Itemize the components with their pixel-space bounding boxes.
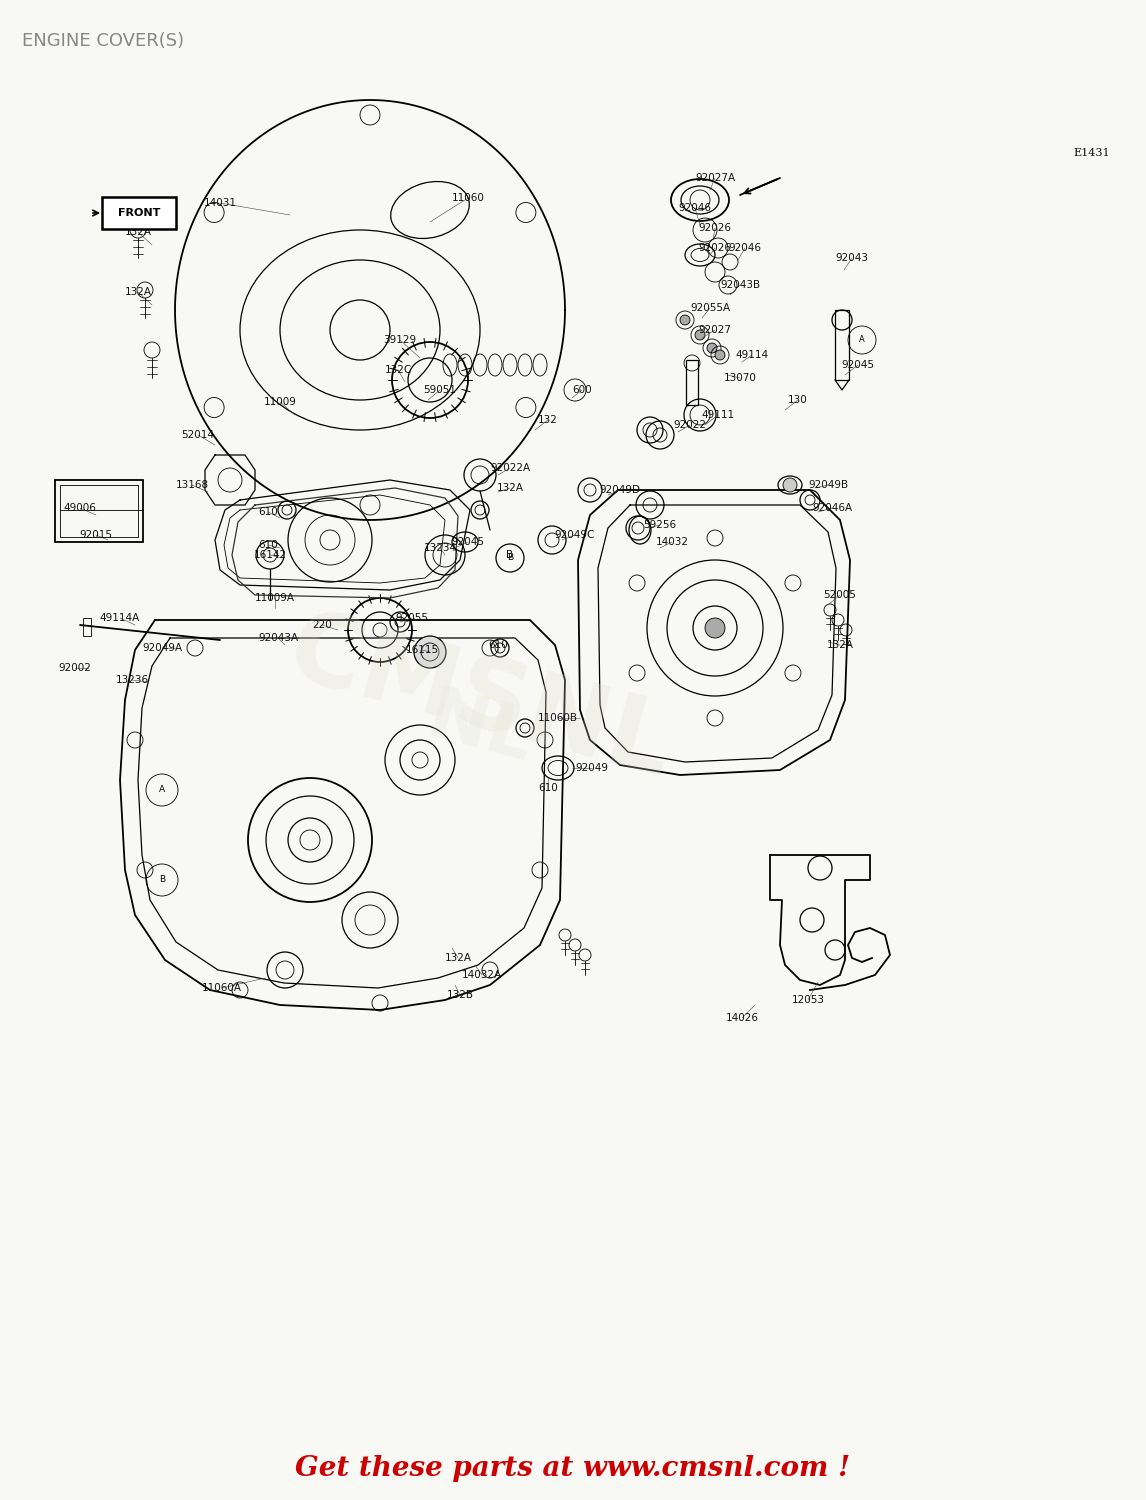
Text: 92046: 92046 [678,202,712,213]
Text: 13234: 13234 [423,543,456,554]
Text: 14031: 14031 [204,198,236,208]
Text: 610: 610 [488,640,508,650]
Text: 13236: 13236 [116,675,149,686]
Text: 11060B: 11060B [537,712,578,723]
Text: 11009: 11009 [264,398,297,406]
Text: A: A [159,786,165,795]
Text: FRONT: FRONT [118,209,160,218]
Bar [55,480,143,542]
Text: 130: 130 [788,394,808,405]
Text: 132B: 132B [447,990,473,1000]
Text: 92046: 92046 [729,243,761,254]
Bar [83,618,91,636]
Text: 220: 220 [312,620,332,630]
Text: 52005: 52005 [824,590,856,600]
Text: 92026: 92026 [699,224,731,232]
Text: 92049: 92049 [575,764,609,772]
Text: 92049A: 92049A [142,644,182,652]
Text: 49114: 49114 [736,350,769,360]
Text: 600: 600 [572,386,591,394]
Text: 92045: 92045 [841,360,874,370]
Text: 92043B: 92043B [720,280,760,290]
Text: 92046A: 92046A [811,503,853,513]
Circle shape [783,478,796,492]
Text: 92049C: 92049C [555,530,595,540]
Circle shape [680,315,690,326]
Circle shape [707,344,717,352]
Text: 610: 610 [539,783,558,794]
Text: A: A [860,336,865,345]
Text: CMSNL: CMSNL [278,603,682,798]
Bar [835,310,849,380]
Bar [60,484,138,537]
Text: 132C: 132C [384,364,411,375]
Text: 52014: 52014 [181,430,214,439]
Text: 610: 610 [258,540,277,550]
Text: 16115: 16115 [406,645,439,656]
Text: 49114A: 49114A [100,614,140,622]
Text: 59051: 59051 [424,386,456,394]
Text: 49111: 49111 [701,410,735,420]
Text: ENGINE COVER(S): ENGINE COVER(S) [22,32,185,50]
Text: 11060: 11060 [452,194,485,202]
Text: 610: 610 [258,507,277,518]
Text: 92015: 92015 [79,530,112,540]
Text: E1431: E1431 [1074,148,1110,158]
Text: 14032: 14032 [656,537,689,548]
Text: 12053: 12053 [792,994,824,1005]
Text: 132: 132 [539,416,558,424]
Text: B: B [507,550,513,560]
Text: 11060A: 11060A [202,982,242,993]
FancyBboxPatch shape [102,196,176,230]
Text: 39129: 39129 [384,334,416,345]
Text: 92022: 92022 [674,420,706,430]
Text: 92049D: 92049D [599,484,641,495]
Text: 13070: 13070 [723,374,756,382]
Text: B: B [159,876,165,885]
Circle shape [414,636,446,668]
Text: 92002: 92002 [58,663,92,674]
Text: 13168: 13168 [175,480,209,490]
Text: 92045: 92045 [452,537,485,548]
Text: 16142: 16142 [253,550,286,560]
Bar [686,360,698,405]
Text: 14032A: 14032A [462,970,502,980]
Text: 132A: 132A [125,226,151,237]
Text: 92055: 92055 [395,614,429,622]
Text: 92055A: 92055A [690,303,730,313]
Text: 92027: 92027 [699,326,731,334]
Text: 132A: 132A [826,640,854,650]
Text: 11009A: 11009A [256,592,295,603]
Text: 92049B: 92049B [808,480,848,490]
Text: 132A: 132A [496,483,524,494]
Text: 92043: 92043 [835,254,869,262]
Text: 92022A: 92022A [490,464,531,472]
Circle shape [715,350,725,360]
Circle shape [694,330,705,340]
Text: 92026: 92026 [699,243,731,254]
Text: NL: NL [419,682,541,777]
Text: 132A: 132A [125,286,151,297]
Text: B: B [507,554,513,562]
Text: Get these parts at www.cmsnl.com !: Get these parts at www.cmsnl.com ! [296,1455,850,1482]
Text: 14026: 14026 [725,1013,759,1023]
Text: 59256: 59256 [643,520,676,530]
Text: 92027A: 92027A [694,172,735,183]
Circle shape [705,618,725,638]
Text: 92043A: 92043A [258,633,298,644]
Text: 132A: 132A [445,952,471,963]
Text: 49006: 49006 [63,503,96,513]
